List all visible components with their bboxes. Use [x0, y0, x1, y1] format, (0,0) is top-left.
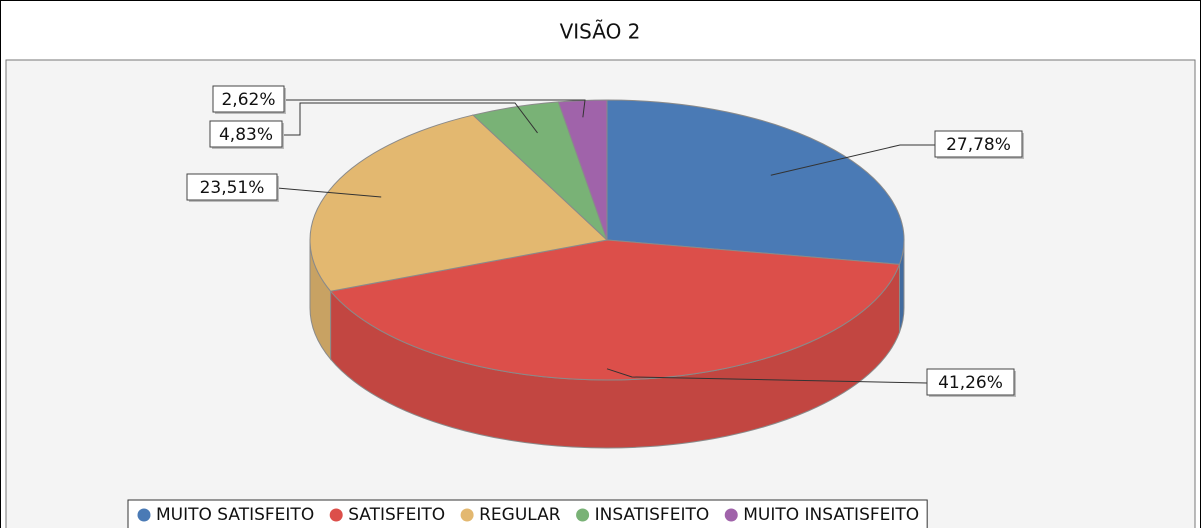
leader-line	[282, 102, 538, 136]
data-label: 2,62%	[221, 90, 275, 110]
labels: 27,78% 41,26% 23,51% 4,83% 2,62%	[186, 85, 1024, 397]
legend-label: REGULAR	[479, 505, 561, 525]
label-box	[186, 173, 278, 201]
chart-title: VISÃO 2	[560, 20, 641, 44]
label-box	[209, 120, 283, 148]
pie-slice	[329, 239, 901, 381]
label-box	[934, 130, 1023, 158]
legend-marker	[460, 508, 474, 522]
data-label: 27,78%	[946, 135, 1011, 155]
legend-marker	[137, 508, 151, 522]
leader-line	[276, 187, 382, 198]
legend-marker	[329, 508, 343, 522]
legend: MUITO SATISFEITO SATISFEITO REGULAR INSATIS…	[127, 499, 928, 528]
pie-top	[309, 99, 905, 381]
pie-slice	[606, 99, 905, 265]
data-label: 41,26%	[938, 373, 1003, 393]
leader-line	[770, 144, 935, 176]
legend-label: MUITO SATISFEITO	[156, 505, 314, 525]
pie-slice	[309, 114, 609, 292]
legend-marker	[724, 508, 738, 522]
data-label: 4,83%	[219, 125, 273, 145]
legend-label: MUITO INSATISFEITO	[743, 505, 919, 525]
legend-marker	[576, 508, 590, 522]
label-box	[926, 368, 1015, 396]
leader-line	[606, 368, 928, 384]
leader-line	[284, 99, 586, 118]
label-box	[212, 85, 285, 113]
legend-label: SATISFEITO	[348, 505, 445, 525]
legend-label: INSATISFEITO	[595, 505, 710, 525]
data-label: 23,51%	[200, 178, 265, 198]
legend-box	[127, 499, 928, 528]
